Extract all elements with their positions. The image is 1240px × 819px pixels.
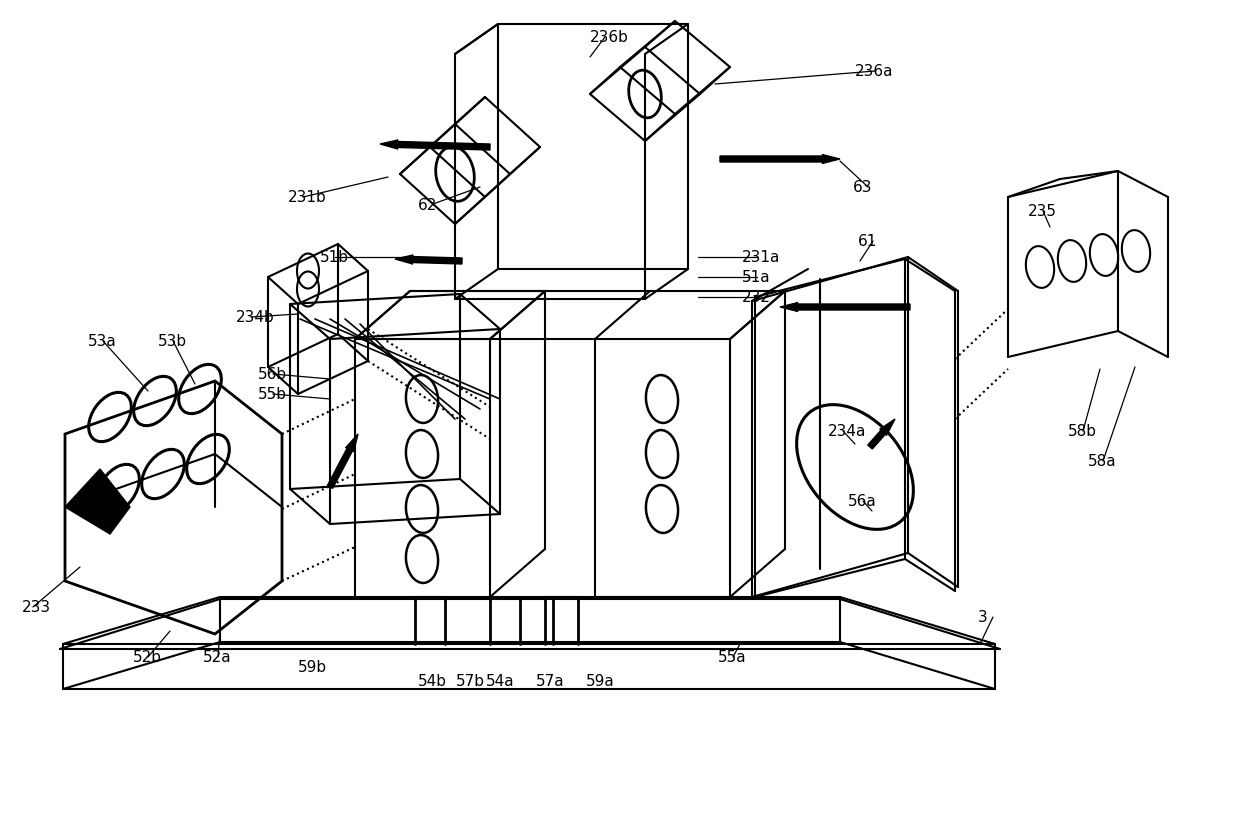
Text: 52a: 52a: [203, 649, 232, 665]
Text: 235: 235: [1028, 204, 1056, 219]
Text: 62: 62: [418, 197, 438, 212]
Text: 59a: 59a: [587, 674, 615, 689]
Text: 231a: 231a: [742, 250, 780, 265]
Text: 56a: 56a: [848, 494, 877, 509]
Text: 236a: 236a: [856, 65, 894, 79]
Text: 56b: 56b: [258, 367, 288, 382]
Text: 55a: 55a: [718, 649, 746, 665]
Text: 58a: 58a: [1087, 454, 1117, 469]
Text: 61: 61: [858, 234, 878, 249]
Text: 234b: 234b: [236, 310, 275, 325]
Text: 63: 63: [853, 180, 873, 195]
FancyArrow shape: [780, 303, 910, 312]
Text: 55b: 55b: [258, 387, 286, 402]
FancyArrow shape: [868, 419, 895, 450]
Text: 52b: 52b: [133, 649, 162, 665]
Text: 233: 233: [22, 600, 51, 615]
Text: 53b: 53b: [157, 334, 187, 349]
FancyArrow shape: [327, 434, 358, 489]
Text: 57a: 57a: [536, 674, 564, 689]
Text: 59b: 59b: [298, 659, 327, 675]
Text: 3: 3: [978, 610, 988, 625]
Text: 54b: 54b: [418, 674, 446, 689]
Text: 51a: 51a: [742, 270, 770, 285]
Text: 51b: 51b: [320, 250, 348, 265]
Text: 54a: 54a: [486, 674, 515, 689]
FancyArrow shape: [379, 141, 490, 151]
Text: 57b: 57b: [456, 674, 485, 689]
Text: 234a: 234a: [828, 424, 867, 439]
Text: 58b: 58b: [1068, 424, 1097, 439]
Text: 236b: 236b: [590, 30, 629, 45]
FancyArrow shape: [720, 156, 839, 165]
Text: 53a: 53a: [88, 334, 117, 349]
Polygon shape: [64, 469, 130, 534]
Text: 231b: 231b: [288, 190, 327, 206]
FancyArrow shape: [396, 256, 463, 265]
Text: 232: 232: [742, 290, 771, 305]
